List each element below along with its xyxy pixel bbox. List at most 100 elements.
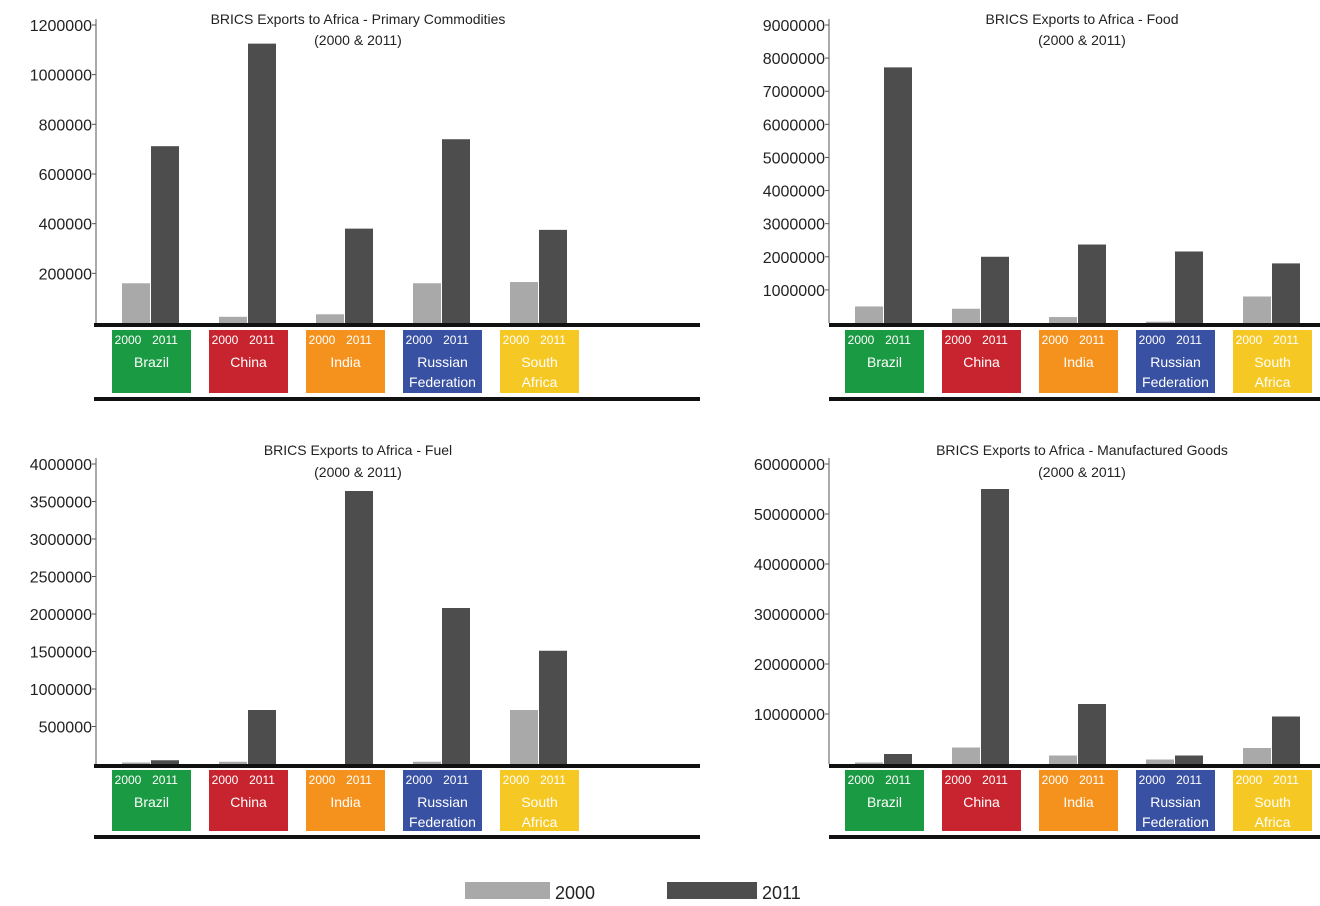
year-label: 2000 xyxy=(212,773,239,787)
bar-2000-brazil xyxy=(855,762,883,764)
y-tick-label: 4000000 xyxy=(763,184,825,201)
x-axis-baseline xyxy=(829,323,1320,327)
bar-2011-russian-federation xyxy=(1175,755,1203,764)
category-box-russian-federation xyxy=(403,770,482,831)
bar-2000-brazil xyxy=(122,283,150,323)
year-label: 2011 xyxy=(1273,333,1299,347)
legend-swatch-2000 xyxy=(465,882,550,899)
category-label: South xyxy=(1254,354,1291,370)
year-label: 2011 xyxy=(885,773,911,787)
category-label: Brazil xyxy=(867,794,902,810)
category-box-india xyxy=(1039,330,1118,393)
category-label: Federation xyxy=(1142,814,1209,830)
year-label: 2000 xyxy=(406,773,433,787)
x-axis-baseline xyxy=(94,323,700,327)
category-box-india xyxy=(306,770,385,831)
bar-2000-russian-federation xyxy=(1146,321,1174,323)
chart-panel-1: BRICS Exports to Africa - Primary Commod… xyxy=(30,11,700,401)
year-label: 2011 xyxy=(249,773,275,787)
year-label: 2011 xyxy=(152,773,178,787)
y-tick-label: 5000000 xyxy=(763,150,825,167)
y-tick-label: 3000000 xyxy=(763,217,825,234)
year-label: 2011 xyxy=(540,333,566,347)
year-label: 2000 xyxy=(503,333,530,347)
category-label: Russian xyxy=(1150,354,1201,370)
year-label: 2000 xyxy=(212,333,239,347)
bar-2011-china xyxy=(981,489,1009,764)
chart-subtitle: (2000 & 2011) xyxy=(1038,32,1126,48)
category-label: South xyxy=(521,354,558,370)
bar-2000-india xyxy=(316,314,344,323)
legend-label-2011: 2011 xyxy=(762,883,801,903)
category-box-russian-federation xyxy=(1136,330,1215,393)
year-label: 2011 xyxy=(443,333,469,347)
chart-title: BRICS Exports to Africa - Food xyxy=(986,11,1179,27)
category-label: India xyxy=(1063,354,1094,370)
y-tick-label: 8000000 xyxy=(763,51,825,68)
year-label: 2011 xyxy=(443,773,469,787)
category-label: Africa xyxy=(522,374,558,390)
bar-2000-china xyxy=(952,308,980,323)
category-label: China xyxy=(230,354,267,370)
year-label: 2011 xyxy=(346,333,372,347)
chart-panel-2: BRICS Exports to Africa - Food (2000 & 20… xyxy=(763,11,1320,401)
y-tick-label: 60000000 xyxy=(754,457,825,474)
category-label: Federation xyxy=(409,814,476,830)
bar-2011-south-africa xyxy=(1272,716,1300,764)
y-tick-label: 600000 xyxy=(39,167,92,184)
y-tick-label: 9000000 xyxy=(763,18,825,35)
bar-2011-india xyxy=(1078,704,1106,764)
year-label: 2000 xyxy=(406,333,433,347)
y-tick-label: 1000000 xyxy=(30,68,92,85)
year-label: 2011 xyxy=(1176,333,1202,347)
y-tick-label: 40000000 xyxy=(754,557,825,574)
bar-2011-china xyxy=(981,256,1009,323)
y-tick-label: 400000 xyxy=(39,217,92,234)
category-label: Russian xyxy=(417,794,468,810)
bar-2000-india xyxy=(1049,755,1077,764)
year-label: 2011 xyxy=(1079,773,1105,787)
bar-2000-russian-federation xyxy=(413,761,441,764)
y-tick-label: 500000 xyxy=(39,720,92,737)
category-label: Federation xyxy=(1142,374,1209,390)
year-label: 2000 xyxy=(115,333,142,347)
bar-2000-south-africa xyxy=(1243,748,1271,764)
chart-title: BRICS Exports to Africa - Fuel xyxy=(264,442,452,458)
bar-2011-china xyxy=(248,43,276,323)
category-label: Brazil xyxy=(867,354,902,370)
year-label: 2000 xyxy=(848,773,875,787)
y-tick-label: 1000000 xyxy=(30,682,92,699)
year-label: 2000 xyxy=(1236,773,1263,787)
category-bottom-line xyxy=(94,397,700,401)
bar-2000-brazil xyxy=(855,306,883,323)
bar-2000-south-africa xyxy=(510,282,538,323)
bar-2011-south-africa xyxy=(1272,263,1300,323)
category-label: India xyxy=(330,794,361,810)
category-label: Russian xyxy=(1150,794,1201,810)
y-tick-label: 10000000 xyxy=(754,707,825,724)
category-box-south-africa xyxy=(1233,330,1312,393)
category-box-brazil xyxy=(845,770,924,831)
year-label: 2000 xyxy=(115,773,142,787)
year-label: 2011 xyxy=(982,773,1008,787)
year-label: 2000 xyxy=(945,773,972,787)
category-box-russian-federation xyxy=(403,330,482,393)
category-bottom-line xyxy=(94,835,700,839)
category-label: China xyxy=(230,794,267,810)
bar-2000-south-africa xyxy=(510,710,538,764)
category-box-china xyxy=(942,330,1021,393)
year-label: 2011 xyxy=(249,333,275,347)
bar-2011-russian-federation xyxy=(442,608,470,764)
bar-2011-russian-federation xyxy=(442,139,470,323)
y-tick-label: 3000000 xyxy=(30,532,92,549)
year-label: 2011 xyxy=(346,773,372,787)
category-box-india xyxy=(306,330,385,393)
year-label: 2000 xyxy=(1042,773,1069,787)
category-label: Africa xyxy=(1255,374,1291,390)
category-label: Federation xyxy=(409,374,476,390)
bar-2011-russian-federation xyxy=(1175,251,1203,323)
category-box-india xyxy=(1039,770,1118,831)
category-box-south-africa xyxy=(500,330,579,393)
x-axis-baseline xyxy=(829,764,1320,768)
legend-swatch-2011 xyxy=(667,882,757,899)
